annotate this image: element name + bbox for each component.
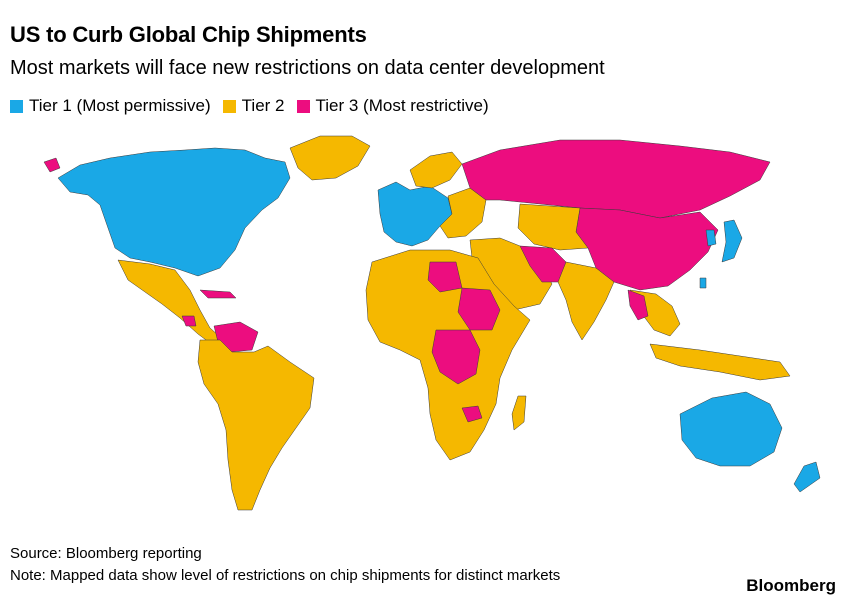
myanmar-cambodia — [627, 289, 649, 321]
scandinavia — [409, 151, 463, 189]
western-europe — [377, 181, 453, 247]
legend-label-tier3: Tier 3 (Most restrictive) — [315, 96, 489, 115]
legend-item-tier3: Tier 3 (Most restrictive) — [296, 96, 489, 116]
zimbabwe — [461, 405, 483, 423]
chart-subtitle: Most markets will face new restrictions … — [10, 57, 605, 79]
chart-title: US to Curb Global Chip Shipments — [10, 22, 367, 47]
australia — [679, 391, 783, 467]
bloomberg-logo: Bloomberg — [746, 576, 836, 595]
footnote: Note: Mapped data show level of restrict… — [10, 567, 561, 584]
madagascar — [511, 395, 527, 431]
nicaragua — [181, 315, 197, 327]
taiwan — [699, 277, 707, 289]
legend-swatch-tier3 — [296, 99, 310, 113]
legend-swatch-tier2 — [222, 99, 236, 113]
indonesia — [649, 343, 791, 381]
source-note: Source: Bloomberg reporting — [10, 545, 202, 562]
alaska-east-russia — [43, 157, 61, 173]
libya — [427, 261, 463, 293]
world-map — [43, 135, 821, 511]
legend: Tier 1 (Most permissive) Tier 2 Tier 3 (… — [10, 96, 501, 116]
legend-label-tier2: Tier 2 — [241, 96, 285, 115]
south-america — [197, 339, 315, 511]
russia — [461, 139, 771, 219]
japan — [721, 219, 743, 263]
legend-item-tier1: Tier 1 (Most permissive) — [10, 96, 211, 116]
india — [557, 261, 615, 341]
north-america — [57, 147, 291, 277]
korea — [705, 229, 717, 247]
legend-item-tier2: Tier 2 — [222, 96, 285, 116]
legend-swatch-tier1 — [10, 99, 23, 113]
china — [575, 207, 719, 291]
mexico-central-america — [117, 259, 227, 347]
legend-label-tier1: Tier 1 (Most permissive) — [29, 96, 211, 115]
central-asia — [517, 203, 589, 251]
sudan-region — [457, 287, 501, 331]
greenland — [289, 135, 371, 181]
cuba — [199, 289, 237, 299]
central-africa — [431, 329, 481, 385]
new-zealand — [793, 461, 821, 493]
